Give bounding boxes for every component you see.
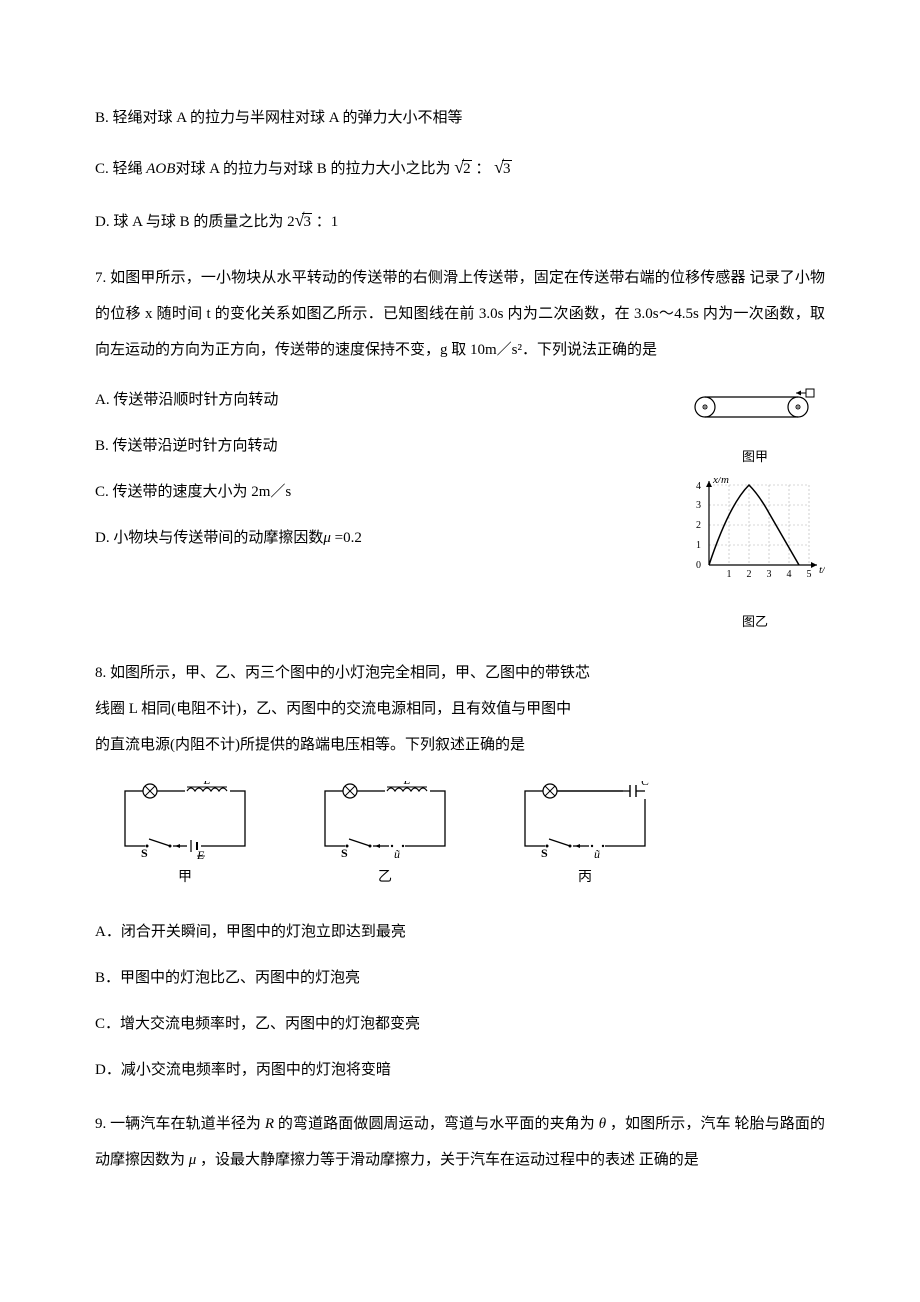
conveyor-diagram [690, 387, 820, 427]
svg-text:1: 1 [696, 540, 701, 551]
label-S: S [141, 846, 148, 859]
svg-text:1: 1 [727, 569, 732, 580]
svg-text:S: S [541, 846, 548, 859]
q8-line2: 线圈 L 相同(电阻不计)，乙、丙图中的交流电源相同，且有效值与甲图中 [95, 691, 825, 727]
q8-line1: 8. 如图所示，甲、乙、丙三个图中的小灯泡完全相同，甲、乙图中的带铁芯 [95, 655, 825, 691]
sqrt-2: √2 [454, 146, 471, 189]
q8-option-d: D．减小交流电频率时，丙图中的灯泡将变暗 [95, 1052, 825, 1088]
label-L: L [203, 781, 211, 787]
svg-text:ũ: ũ [594, 847, 600, 859]
fig1-label: 图甲 [685, 441, 825, 472]
displacement-chart: 0 1 2 3 4 1 2 3 4 5 x/m t/s [685, 477, 825, 592]
circuit-jia: L S E 甲 [115, 781, 255, 895]
svg-text:3: 3 [767, 569, 772, 580]
q6-option-b: B. 轻绳对球 A 的拉力与半网柱对球 A 的弹力大小不相等 [95, 100, 825, 136]
x-axis-label: t/s [819, 564, 825, 576]
svg-text:5: 5 [807, 569, 812, 580]
q8-option-b: B．甲图中的灯泡比乙、丙图中的灯泡亮 [95, 960, 825, 996]
q8-option-c: C．增大交流电频率时，乙、丙图中的灯泡都变亮 [95, 1006, 825, 1042]
q8-option-a: A．闭合开关瞬间，甲图中的灯泡立即达到最亮 [95, 914, 825, 950]
label-C: C [641, 781, 650, 788]
svg-text:4: 4 [787, 569, 792, 580]
label-E: E [196, 848, 205, 859]
circuit-diagrams: L S E 甲 [115, 781, 825, 895]
svg-text:0: 0 [696, 560, 701, 571]
svg-text:2: 2 [696, 520, 701, 531]
fig2-label: 图乙 [685, 606, 825, 637]
y-axis-label: x/m [712, 477, 729, 486]
q7-text: 7. 如图甲所示，一小物块从水平转动的传送带的右侧滑上传送带，固定在传送带右端的… [95, 260, 825, 368]
q8-line3: 的直流电源(内阻不计)所提供的路端电压相等。下列叙述正确的是 [95, 727, 825, 763]
svg-text:L: L [403, 781, 411, 787]
q9-text: 9. 一辆汽车在轨道半径为 R 的弯道路面做圆周运动，弯道与水平面的夹角为 θ … [95, 1106, 825, 1178]
label-u: ũ [394, 847, 400, 859]
svg-text:4: 4 [696, 481, 701, 492]
q7-figures: 图甲 [685, 387, 825, 636]
q6-option-d: D. 球 A 与球 B 的质量之比为 2√3 ：1 [95, 199, 825, 242]
svg-text:S: S [341, 846, 348, 859]
sqrt-3: √3 [494, 146, 511, 189]
q6-option-c: C. 轻绳 AOB对球 A 的拉力与对球 B 的拉力大小之比为 √2 ： √3 [95, 146, 825, 189]
sqrt-3b: √3 [295, 199, 312, 242]
circuit-yi: L S ũ 乙 [315, 781, 455, 895]
svg-text:3: 3 [696, 500, 701, 511]
q7-block: 图甲 [95, 382, 825, 636]
svg-text:2: 2 [747, 569, 752, 580]
circuit-bing: C S ũ 丙 [515, 781, 655, 895]
